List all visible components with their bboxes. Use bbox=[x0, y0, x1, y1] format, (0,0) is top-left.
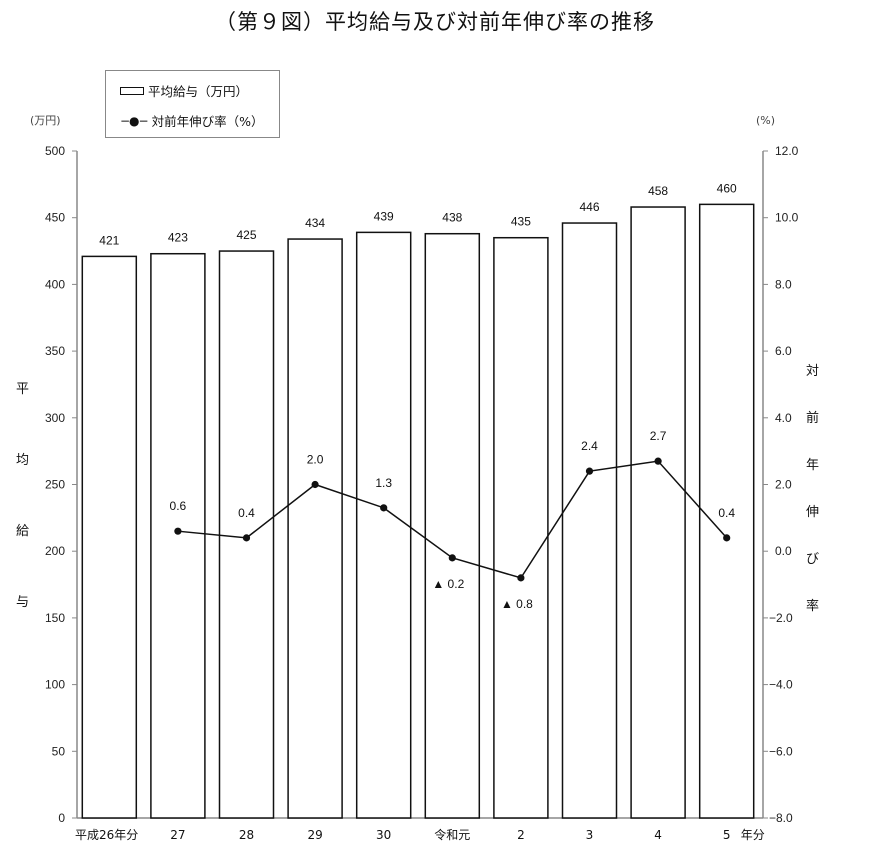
bar bbox=[698, 203, 755, 819]
data-point-marker bbox=[311, 480, 319, 489]
x-tick-label: 30 bbox=[376, 828, 391, 842]
bar bbox=[81, 255, 138, 819]
right-axis-title-char: 年 bbox=[806, 458, 820, 473]
bar-value-label: 423 bbox=[168, 231, 188, 245]
right-axis-unit: (%) bbox=[756, 114, 776, 127]
right-tick-label: 8.0 bbox=[775, 277, 792, 291]
left-axis-unit: (万円) bbox=[30, 114, 61, 127]
bar-value-label: 425 bbox=[236, 228, 256, 242]
legend-bar-label: 平均給与（万円） bbox=[148, 84, 249, 99]
x-tick-label: 28 bbox=[239, 828, 254, 842]
bar bbox=[287, 238, 343, 819]
right-tick-label: 2.0 bbox=[775, 478, 792, 492]
right-tick-label: 4.0 bbox=[775, 411, 792, 425]
right-tick-label: −8.0 bbox=[769, 811, 793, 825]
left-tick-label: 0 bbox=[58, 811, 65, 825]
left-tick-label: 500 bbox=[45, 144, 65, 158]
right-tick-label: −6.0 bbox=[769, 744, 793, 758]
legend-item-bar: 平均給与（万円） bbox=[120, 81, 248, 100]
bar-value-label: 435 bbox=[511, 215, 531, 229]
data-point-marker bbox=[585, 467, 594, 475]
data-point-marker bbox=[380, 504, 388, 512]
bar-value-label: 421 bbox=[99, 233, 119, 247]
x-tick-label: 2 bbox=[517, 828, 525, 842]
data-point-label: 1.3 bbox=[375, 476, 392, 490]
data-point-marker bbox=[654, 457, 662, 465]
left-axis-title-char: 与 bbox=[16, 595, 30, 610]
data-point-marker bbox=[174, 527, 182, 535]
data-point-label: ▲ 0.8 bbox=[501, 597, 533, 611]
bar-value-label: 439 bbox=[374, 209, 394, 223]
left-tick-label: 50 bbox=[52, 744, 66, 758]
right-tick-label: −2.0 bbox=[769, 611, 793, 625]
x-tick-label: 5 bbox=[723, 828, 731, 842]
right-axis-title-char: び bbox=[806, 552, 820, 567]
left-axis-title-char: 給 bbox=[16, 524, 30, 539]
right-axis-title-char: 率 bbox=[806, 599, 820, 614]
data-point-marker bbox=[448, 554, 456, 562]
bar-value-label: 434 bbox=[305, 216, 325, 230]
data-point-label: 0.6 bbox=[170, 499, 187, 513]
data-point-marker bbox=[242, 534, 251, 542]
right-axis-title-char: 前 bbox=[806, 411, 820, 426]
legend-item-line: −●− 対前年伸び率（%） bbox=[120, 111, 263, 130]
x-tick-label: 3 bbox=[586, 828, 594, 842]
x-tick-label: 27 bbox=[170, 828, 185, 842]
left-tick-label: 100 bbox=[45, 678, 65, 692]
legend: 平均給与（万円） −●− 対前年伸び率（%） bbox=[105, 70, 280, 138]
left-axis-title: 平均給与 bbox=[16, 378, 29, 610]
left-tick-label: 200 bbox=[45, 544, 65, 558]
right-tick-label: −4.0 bbox=[769, 678, 793, 692]
left-tick-label: 400 bbox=[45, 277, 65, 291]
left-tick-label: 450 bbox=[45, 211, 65, 225]
x-tick-label: 29 bbox=[307, 828, 322, 842]
bar bbox=[630, 206, 686, 819]
left-axis-title-char: 平 bbox=[16, 382, 30, 397]
bar-value-label: 460 bbox=[717, 181, 737, 195]
right-tick-label: 6.0 bbox=[775, 344, 792, 358]
right-tick-label: 12.0 bbox=[775, 144, 799, 158]
right-axis-title: 対前年伸び率 bbox=[806, 360, 819, 614]
x-tick-label: 平成26年分 bbox=[75, 828, 138, 842]
chart-title: （第９図）平均給与及び対前年伸び率の推移 bbox=[215, 10, 655, 34]
legend-line-label: 対前年伸び率（%） bbox=[151, 114, 264, 129]
left-axis-title-char: 均 bbox=[16, 453, 30, 468]
bar bbox=[493, 236, 549, 819]
bar bbox=[561, 222, 618, 819]
right-axis-title-char: 対 bbox=[806, 364, 820, 379]
bar bbox=[355, 231, 412, 819]
line-marker-icon: −●− bbox=[120, 113, 149, 128]
x-tick-label: 令和元 bbox=[434, 827, 470, 842]
left-tick-label: 300 bbox=[45, 411, 65, 425]
bar-value-label: 438 bbox=[442, 211, 462, 225]
left-tick-label: 250 bbox=[45, 478, 65, 492]
data-point-marker bbox=[723, 534, 731, 542]
right-tick-label: 10.0 bbox=[775, 211, 799, 225]
x-tick-suffix: 年分 bbox=[741, 828, 765, 842]
data-point-label: 0.4 bbox=[238, 506, 255, 520]
bar-value-label: 446 bbox=[579, 200, 599, 214]
data-point-marker bbox=[517, 574, 525, 582]
data-point-label: 0.4 bbox=[718, 506, 735, 520]
left-tick-label: 150 bbox=[45, 611, 65, 625]
left-tick-label: 350 bbox=[45, 344, 65, 358]
data-point-label: 2.0 bbox=[307, 453, 324, 467]
right-axis-title-char: 伸 bbox=[806, 505, 820, 520]
x-tick-label: 4 bbox=[654, 828, 662, 842]
right-tick-label: 0.0 bbox=[775, 544, 792, 558]
data-point-label: ▲ 0.2 bbox=[432, 577, 464, 591]
bar bbox=[424, 232, 481, 819]
data-point-label: 2.7 bbox=[650, 429, 667, 443]
bar-swatch-icon bbox=[120, 86, 144, 95]
data-point-label: 2.4 bbox=[581, 439, 598, 453]
bar-value-label: 458 bbox=[648, 184, 668, 198]
bar bbox=[150, 252, 206, 819]
